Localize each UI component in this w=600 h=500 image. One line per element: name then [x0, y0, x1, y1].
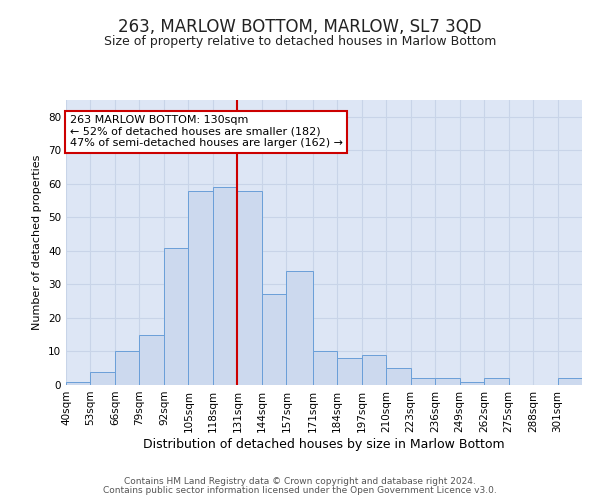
- Bar: [91, 372, 115, 385]
- X-axis label: Distribution of detached houses by size in Marlow Bottom: Distribution of detached houses by size …: [143, 438, 505, 450]
- Bar: [460, 382, 484, 385]
- Text: 263 MARLOW BOTTOM: 130sqm
← 52% of detached houses are smaller (182)
47% of semi: 263 MARLOW BOTTOM: 130sqm ← 52% of detac…: [70, 115, 343, 148]
- Text: Contains public sector information licensed under the Open Government Licence v3: Contains public sector information licen…: [103, 486, 497, 495]
- Bar: [435, 378, 460, 385]
- Bar: [337, 358, 362, 385]
- Bar: [386, 368, 410, 385]
- Bar: [188, 190, 213, 385]
- Bar: [238, 190, 262, 385]
- Bar: [66, 382, 91, 385]
- Text: Size of property relative to detached houses in Marlow Bottom: Size of property relative to detached ho…: [104, 35, 496, 48]
- Bar: [139, 334, 164, 385]
- Bar: [313, 352, 337, 385]
- Bar: [262, 294, 286, 385]
- Bar: [213, 187, 238, 385]
- Y-axis label: Number of detached properties: Number of detached properties: [32, 155, 43, 330]
- Text: Contains HM Land Registry data © Crown copyright and database right 2024.: Contains HM Land Registry data © Crown c…: [124, 477, 476, 486]
- Text: 263, MARLOW BOTTOM, MARLOW, SL7 3QD: 263, MARLOW BOTTOM, MARLOW, SL7 3QD: [118, 18, 482, 36]
- Bar: [557, 378, 582, 385]
- Bar: [286, 271, 313, 385]
- Bar: [164, 248, 188, 385]
- Bar: [115, 352, 139, 385]
- Bar: [484, 378, 509, 385]
- Bar: [362, 355, 386, 385]
- Bar: [410, 378, 435, 385]
